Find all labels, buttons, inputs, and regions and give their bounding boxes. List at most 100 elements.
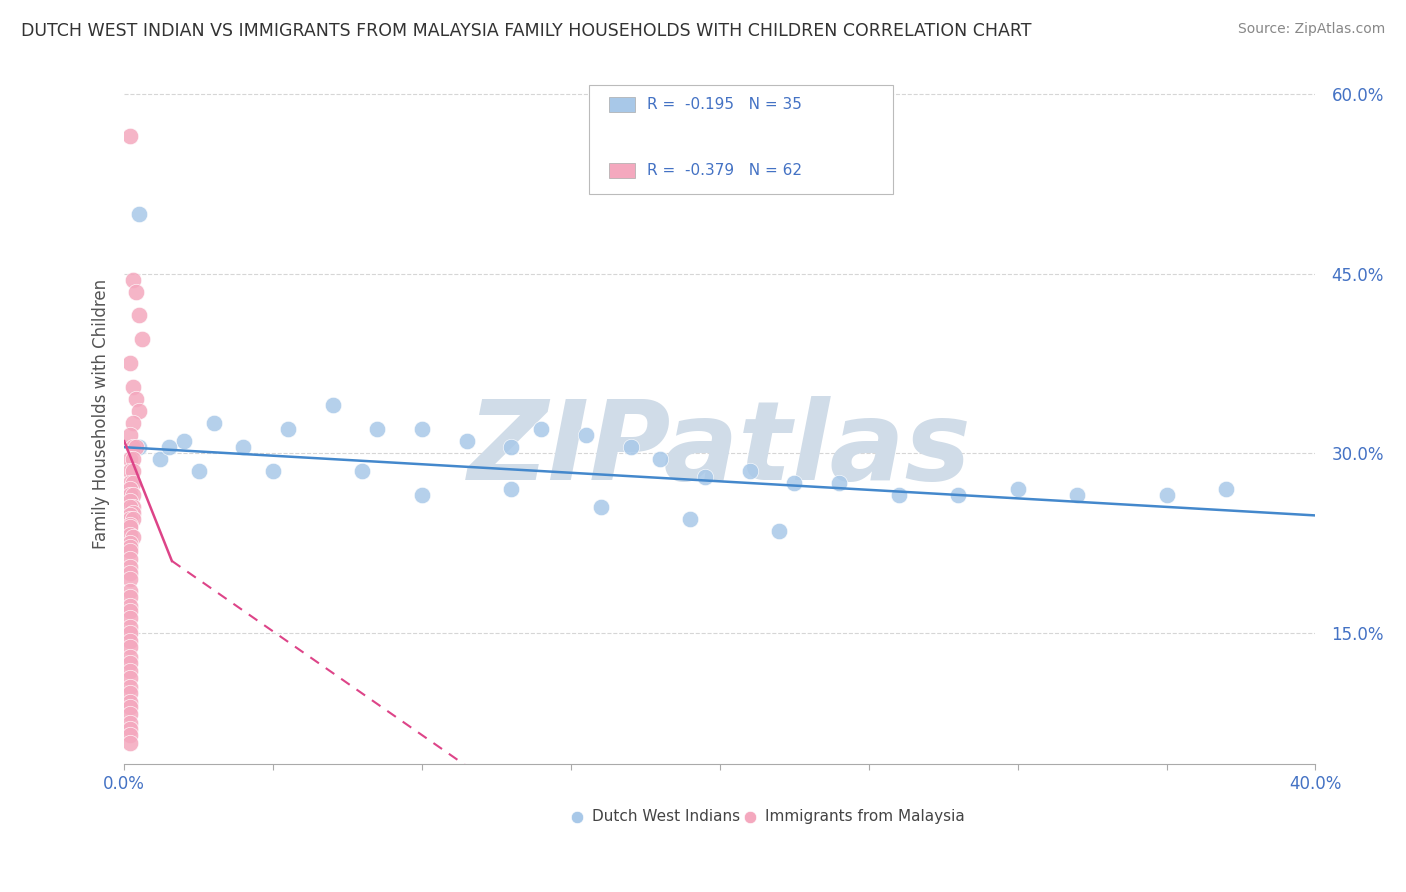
Point: [122, 530, 145, 544]
Point: [202, 416, 225, 430]
Point: [1156, 488, 1178, 502]
Point: [768, 524, 790, 538]
Point: [120, 590, 142, 604]
Text: Immigrants from Malaysia: Immigrants from Malaysia: [765, 810, 965, 824]
Point: [120, 508, 142, 523]
Point: [128, 309, 150, 323]
Point: [120, 599, 142, 614]
Point: [120, 700, 142, 714]
Point: [120, 640, 142, 654]
Point: [122, 464, 145, 478]
Point: [120, 604, 142, 618]
Point: [589, 500, 612, 514]
Point: [277, 422, 299, 436]
Point: [125, 440, 148, 454]
Point: [120, 520, 142, 534]
Text: R =  -0.195   N = 35: R = -0.195 N = 35: [647, 97, 801, 112]
Point: [122, 452, 145, 467]
Point: [120, 518, 142, 533]
Point: [149, 452, 172, 467]
Point: [173, 434, 195, 449]
Point: [120, 722, 142, 736]
Point: [120, 356, 142, 370]
Point: [128, 404, 150, 418]
Point: [887, 488, 910, 502]
Point: [1215, 482, 1237, 496]
Point: [120, 620, 142, 634]
Point: [120, 707, 142, 722]
Point: [322, 398, 344, 412]
Point: [122, 500, 145, 514]
Point: [262, 464, 284, 478]
Point: [120, 540, 142, 554]
Point: [120, 544, 142, 558]
Point: [1066, 488, 1088, 502]
Point: [187, 464, 209, 478]
Point: [128, 440, 150, 454]
Point: [128, 207, 150, 221]
Point: [693, 470, 716, 484]
Point: [120, 560, 142, 574]
Point: [411, 488, 433, 502]
Point: [125, 392, 148, 407]
Point: [122, 416, 145, 430]
Point: [122, 272, 145, 286]
Text: Source: ZipAtlas.com: Source: ZipAtlas.com: [1237, 22, 1385, 37]
Point: [120, 583, 142, 598]
Point: [946, 488, 969, 502]
Point: [411, 422, 433, 436]
Point: [650, 452, 672, 467]
Point: [120, 656, 142, 670]
Point: [501, 440, 523, 454]
Point: [120, 536, 142, 550]
Point: [456, 434, 478, 449]
Point: [120, 500, 142, 514]
Point: [120, 611, 142, 625]
Point: [120, 527, 142, 541]
Point: [120, 566, 142, 580]
Point: [366, 422, 388, 436]
Text: ZIPatlas: ZIPatlas: [468, 396, 972, 503]
Point: [1007, 482, 1029, 496]
Text: Dutch West Indians: Dutch West Indians: [592, 810, 741, 824]
Point: [120, 482, 142, 496]
Point: [122, 506, 145, 520]
Point: [501, 482, 523, 496]
Point: [125, 285, 148, 299]
Point: [120, 695, 142, 709]
Point: [122, 476, 145, 491]
Point: [120, 572, 142, 586]
FancyBboxPatch shape: [589, 85, 893, 194]
Point: [120, 664, 142, 678]
Point: [120, 452, 142, 467]
Point: [120, 680, 142, 694]
Point: [575, 428, 598, 442]
Point: [530, 422, 553, 436]
Point: [157, 440, 180, 454]
Point: [120, 488, 142, 502]
Point: [232, 440, 254, 454]
Point: [120, 634, 142, 648]
FancyBboxPatch shape: [609, 97, 636, 112]
Point: [352, 464, 374, 478]
Point: [120, 727, 142, 741]
Point: [738, 464, 761, 478]
Point: [120, 464, 142, 478]
Point: [120, 625, 142, 640]
Point: [122, 488, 145, 502]
Point: [120, 428, 142, 442]
Point: [120, 476, 142, 491]
Text: DUTCH WEST INDIAN VS IMMIGRANTS FROM MALAYSIA FAMILY HOUSEHOLDS WITH CHILDREN CO: DUTCH WEST INDIAN VS IMMIGRANTS FROM MAL…: [21, 22, 1032, 40]
Point: [679, 512, 702, 526]
Point: [828, 476, 851, 491]
FancyBboxPatch shape: [609, 163, 636, 178]
Point: [120, 685, 142, 699]
Point: [120, 512, 142, 526]
Text: R =  -0.379   N = 62: R = -0.379 N = 62: [647, 163, 803, 178]
Point: [122, 512, 145, 526]
Point: [122, 380, 145, 394]
Point: [120, 128, 142, 143]
Point: [120, 715, 142, 730]
Point: [120, 649, 142, 664]
Point: [120, 494, 142, 508]
